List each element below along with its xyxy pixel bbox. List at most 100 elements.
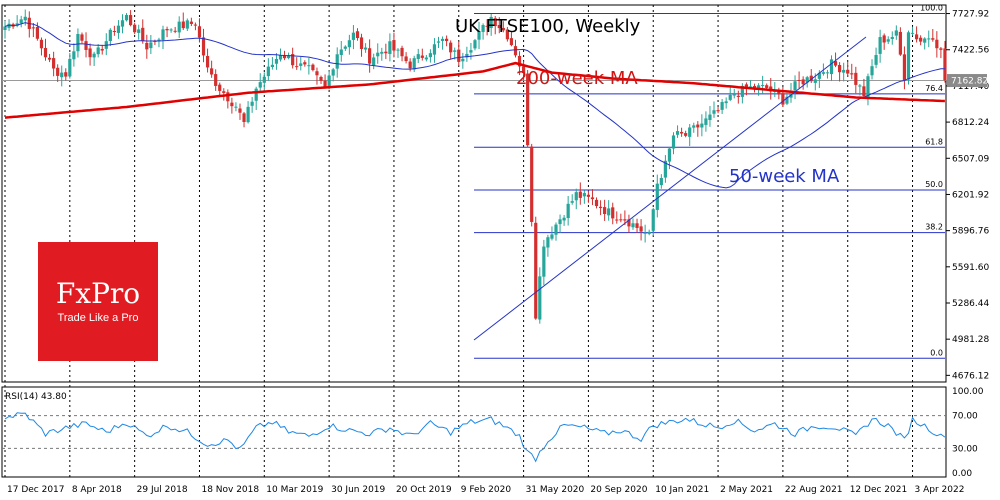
- candle-body: [493, 18, 497, 27]
- candle-body: [635, 223, 639, 228]
- candle-body: [785, 96, 789, 104]
- candle-body: [388, 41, 392, 54]
- candle-body: [376, 52, 380, 57]
- candle-body: [400, 47, 404, 57]
- candle-body: [76, 33, 80, 52]
- candle-body: [724, 101, 728, 104]
- candle-body: [603, 207, 607, 215]
- x-tick-label: 20 Oct 2019: [396, 485, 452, 495]
- candle-body: [477, 31, 481, 40]
- ma200-label: 200-week MA: [516, 68, 638, 89]
- candle-body: [177, 21, 181, 33]
- candle-body: [396, 49, 400, 51]
- vertical-gridlines: [4, 5, 914, 477]
- candle-body: [659, 177, 663, 186]
- x-tick-label: 10 Jan 2021: [655, 485, 709, 495]
- candle-body: [538, 276, 542, 320]
- candle-body: [291, 54, 295, 66]
- y-tick-label: 5591.60: [952, 263, 989, 273]
- candle-body: [878, 37, 882, 54]
- candle-body: [440, 38, 445, 41]
- candle-body: [736, 95, 740, 97]
- candle-body: [761, 84, 765, 86]
- candle-body: [712, 110, 716, 114]
- candle-body: [870, 66, 874, 76]
- candle-body: [671, 135, 676, 149]
- candle-body: [372, 57, 376, 66]
- fib-level-label: 50.0: [925, 180, 943, 189]
- candle-body: [210, 68, 214, 75]
- candle-body: [923, 38, 927, 43]
- candle-body: [688, 127, 692, 137]
- candle-body: [116, 25, 121, 33]
- candle-body: [201, 37, 206, 56]
- candle-body: [108, 29, 112, 42]
- candle-body: [197, 26, 202, 38]
- candle-body: [72, 51, 76, 60]
- candle-body: [23, 16, 27, 21]
- logo-brand: FxPro: [56, 277, 140, 310]
- y-tick-label: 7727.92: [952, 10, 989, 20]
- x-tick-label: 10 Mar 2019: [266, 485, 323, 495]
- candle-body: [586, 194, 591, 197]
- candle-body: [542, 246, 546, 277]
- candle-body: [3, 26, 7, 30]
- candle-body: [234, 106, 238, 108]
- candle-body: [445, 38, 449, 42]
- candle-body: [339, 49, 343, 56]
- candle-body: [250, 101, 254, 106]
- candle-body: [756, 85, 761, 89]
- candle-body: [716, 110, 720, 112]
- candle-body: [295, 66, 299, 68]
- candle-body: [534, 222, 538, 319]
- candle-body: [96, 47, 100, 55]
- candle-body: [303, 62, 307, 65]
- candle-body: [590, 197, 595, 200]
- candle-body: [720, 102, 724, 110]
- candle-body: [558, 219, 562, 225]
- candle-body: [825, 72, 830, 74]
- ma50-label: 50-week MA: [729, 166, 840, 187]
- candle-body: [299, 63, 303, 66]
- candle-body: [149, 42, 153, 49]
- candle-body: [266, 66, 270, 77]
- candle-body: [631, 223, 635, 228]
- candle-body: [513, 46, 518, 56]
- candle-body: [781, 93, 785, 105]
- rsi-y-ticks: 100.00 70.00 30.00 0.00: [952, 387, 984, 479]
- candle-body: [242, 113, 246, 122]
- candle-body: [874, 55, 878, 65]
- candle-body: [384, 51, 388, 54]
- y-tick-label: 4676.12: [952, 371, 989, 381]
- candle-body: [262, 76, 266, 83]
- candle-body: [347, 40, 351, 48]
- x-tick-label: 30 Jun 2019: [331, 485, 385, 495]
- candle-body: [846, 69, 850, 74]
- candle-body: [258, 82, 262, 88]
- candle-body: [890, 37, 894, 39]
- fib-level-label: 100.0: [920, 4, 943, 13]
- candle-body: [594, 199, 599, 207]
- candle-body: [501, 27, 505, 31]
- candle-body: [363, 47, 368, 50]
- candle-body: [607, 208, 611, 216]
- candle-body: [64, 72, 68, 77]
- candle-body: [521, 66, 526, 74]
- candle-body: [469, 50, 473, 53]
- candle-body: [829, 59, 834, 75]
- candle-body: [931, 38, 935, 40]
- candle-body: [380, 51, 384, 54]
- candle-body: [428, 53, 433, 58]
- candle-body: [700, 123, 704, 128]
- candle-body: [821, 72, 826, 74]
- candle-body: [453, 50, 457, 52]
- candle-body: [943, 48, 947, 81]
- candle-body: [68, 58, 72, 77]
- candle-body: [412, 58, 416, 70]
- x-tick-label: 22 Aug 2021: [785, 485, 843, 495]
- candle-body: [481, 25, 485, 32]
- candle-body: [882, 35, 886, 43]
- candle-body: [854, 72, 858, 85]
- candle-body: [84, 41, 88, 50]
- y-tick-label: 4981.28: [952, 335, 989, 345]
